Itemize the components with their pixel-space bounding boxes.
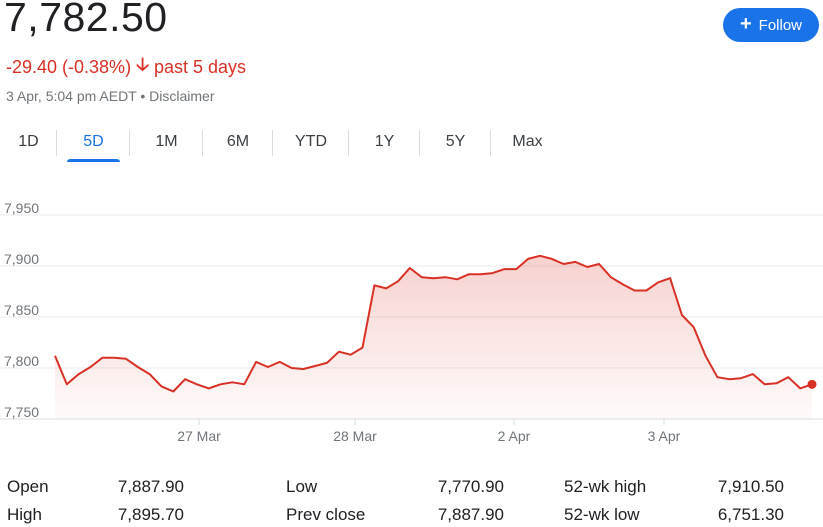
active-tab-indicator xyxy=(67,159,120,162)
tab-1d[interactable]: 1D xyxy=(0,124,57,160)
current-price: 7,782.50 xyxy=(4,0,168,40)
x-tick-label: 27 Mar xyxy=(177,428,221,444)
stat-value-open: 7,887.90 xyxy=(117,477,184,496)
latest-price-dot xyxy=(807,379,817,389)
stat-label-52wk-low: 52-wk low xyxy=(564,505,640,524)
stat-value-prev-close: 7,887.90 xyxy=(437,505,504,524)
x-tick-label: 2 Apr xyxy=(498,428,531,444)
quote-timestamp: 3 Apr, 5:04 pm AEDT xyxy=(6,88,137,104)
stat-value-low: 7,770.90 xyxy=(437,477,504,496)
tab-max[interactable]: Max xyxy=(491,124,564,160)
x-tick-label: 3 Apr xyxy=(648,428,681,444)
price-area-fill xyxy=(55,255,812,419)
stat-value-high: 7,895.70 xyxy=(117,505,184,524)
tab-5y[interactable]: 5Y xyxy=(420,124,491,160)
follow-button[interactable]: + Follow xyxy=(723,8,819,42)
disclaimer-link[interactable]: Disclaimer xyxy=(149,88,215,104)
stat-label-high: High xyxy=(7,505,42,524)
stat-value-52wk-high: 7,910.50 xyxy=(717,477,784,496)
price-change: -29.40 (-0.38%) 🡣 past 5 days xyxy=(6,52,246,82)
y-tick-label: 7,900 xyxy=(4,251,39,267)
tab-label: 5Y xyxy=(445,133,466,150)
price-chart[interactable]: 7,950 7,900 7,850 7,800 7,750 27 Mar 28 Mar 2 … xyxy=(0,200,823,460)
range-tabs: 1D 5D 1M 6M YTD 1Y 5Y Max xyxy=(0,124,564,162)
y-tick-label: 7,750 xyxy=(4,404,39,420)
tab-label: 1D xyxy=(18,133,39,150)
tab-6m[interactable]: 6M xyxy=(203,124,273,160)
arrow-down-icon: 🡣 xyxy=(136,54,149,74)
y-tick-label: 7,850 xyxy=(4,302,39,318)
price-line xyxy=(54,254,813,393)
change-period: past 5 days xyxy=(154,56,247,77)
stat-label-low: Low xyxy=(286,477,318,496)
tab-label: 1Y xyxy=(374,133,395,150)
change-amount: -29.40 (-0.38%) xyxy=(6,56,132,77)
quote-meta: 3 Apr, 5:04 pm AEDT • Disclaimer xyxy=(6,88,215,104)
stat-label-open: Open xyxy=(7,477,49,496)
tab-1y[interactable]: 1Y xyxy=(349,124,420,160)
plus-icon: + xyxy=(739,13,752,35)
tab-label: 1M xyxy=(155,133,178,150)
y-tick-label: 7,800 xyxy=(4,353,39,369)
x-tick-label: 28 Mar xyxy=(333,428,377,444)
meta-separator: • xyxy=(140,88,146,104)
stat-label-52wk-high: 52-wk high xyxy=(564,477,647,496)
tab-5d[interactable]: 5D xyxy=(57,124,130,162)
tab-1m[interactable]: 1M xyxy=(130,124,203,160)
y-tick-label: 7,950 xyxy=(4,200,39,216)
stat-label-prev-close: Prev close xyxy=(286,505,366,524)
stat-value-52wk-low: 6,751.30 xyxy=(717,505,784,524)
follow-label: Follow xyxy=(758,16,803,34)
tab-label: YTD xyxy=(295,133,327,150)
tab-label: Max xyxy=(512,133,543,150)
tab-label: 6M xyxy=(226,133,250,150)
tab-label: 5D xyxy=(83,133,104,150)
tab-ytd[interactable]: YTD xyxy=(273,124,349,160)
